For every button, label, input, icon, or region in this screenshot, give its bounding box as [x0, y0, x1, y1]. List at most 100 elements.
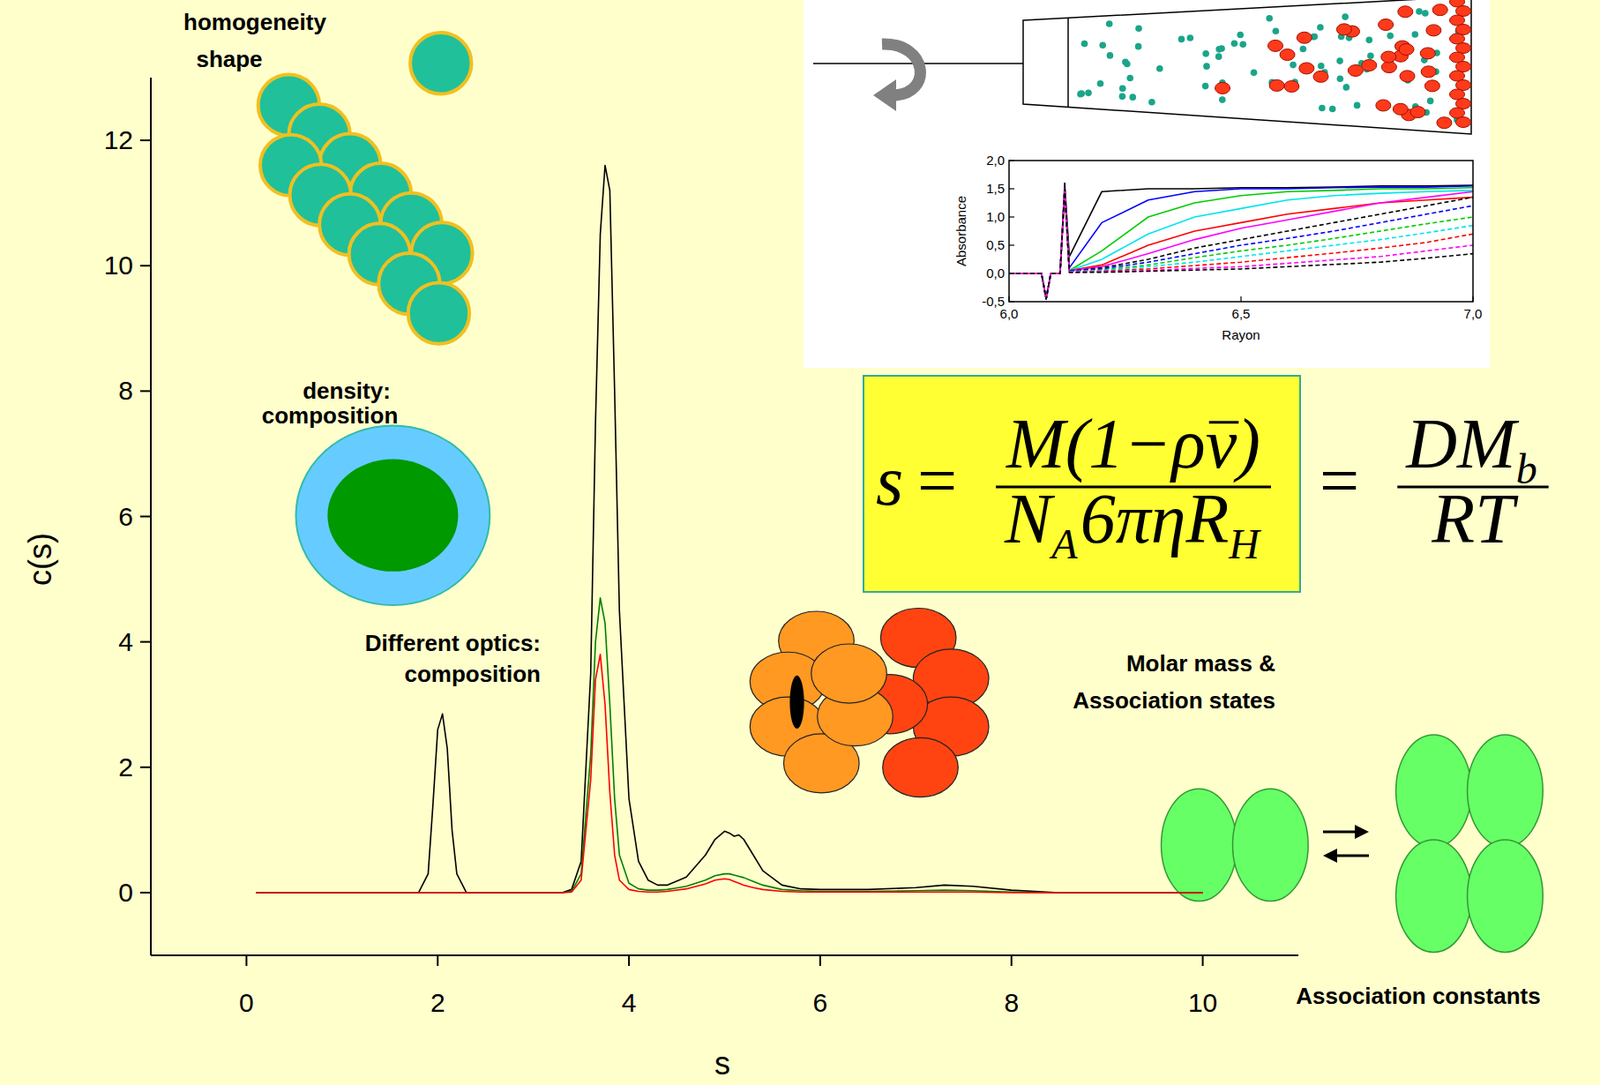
absorbance-scan — [1009, 183, 1473, 300]
absorbance-scan — [1009, 188, 1473, 300]
equation-part: ) — [1233, 404, 1261, 484]
sediment-particle — [1398, 6, 1414, 18]
sediment-particle — [1420, 66, 1436, 78]
solute-dot — [1337, 75, 1345, 83]
cs-line — [255, 654, 1203, 893]
x-tick — [436, 955, 439, 966]
sediment-particle — [1361, 59, 1377, 72]
solute-dot — [1336, 57, 1344, 65]
solute-dot — [1081, 40, 1089, 48]
solute-dot — [1128, 93, 1137, 101]
chain-circle — [408, 282, 470, 344]
inset-y-tick-label: -0,5 — [981, 293, 1005, 309]
solute-dot — [1135, 43, 1143, 51]
ligand — [789, 675, 804, 729]
tetramer-unit — [1467, 734, 1544, 847]
centrifuge-cell — [813, 0, 1472, 135]
inset-chart: 6,06,57,0-0,50,00,51,01,52,0RayonAbsorba… — [953, 152, 1482, 343]
solute-dot — [1343, 83, 1351, 91]
absorbance-scan — [1009, 188, 1473, 300]
tetramer-unit — [1396, 734, 1473, 847]
equals-sign: = — [917, 441, 958, 520]
solute-dot — [1084, 89, 1092, 98]
arrow-back-head — [1323, 848, 1338, 863]
solute-dot — [1415, 7, 1423, 15]
annotation: density: — [302, 377, 391, 404]
solute-dot — [1178, 36, 1186, 44]
sediment-particle — [1410, 106, 1426, 119]
solute-dot — [1218, 96, 1227, 104]
overline — [1209, 420, 1240, 424]
inset-x-tick — [1240, 296, 1242, 302]
equation: s=M(1−ρv)NA6πηRH=DMbRT — [863, 375, 1549, 592]
sediment-particle — [1299, 62, 1315, 75]
inset-y-tick — [1009, 159, 1015, 161]
solute-dot — [1202, 50, 1210, 58]
solute-dot — [1365, 37, 1373, 45]
x-tick-label: 2 — [430, 987, 446, 1017]
y-tick — [140, 264, 151, 267]
solute-dot — [1156, 65, 1164, 73]
equation-part: b — [1516, 445, 1538, 493]
y-tick-label: 8 — [118, 375, 134, 405]
solute-dot — [1119, 84, 1127, 92]
fraction-bar — [1397, 485, 1548, 489]
solute-dot — [1367, 52, 1375, 60]
x-axis-line — [150, 954, 1299, 957]
annotation: homogeneity — [183, 8, 327, 36]
inset-y-tick — [1009, 216, 1015, 217]
inset-y-title: Absorbance — [953, 195, 969, 267]
solute-dot — [1329, 105, 1337, 113]
inset-y-tick-label: 1,0 — [986, 209, 1005, 225]
equation-row: RT — [1430, 479, 1519, 558]
solute-dot — [1272, 27, 1280, 35]
solute-dot — [1106, 52, 1115, 60]
inset-lines — [1009, 183, 1473, 300]
sediment-particle — [1313, 70, 1329, 83]
inset-x-tick-label: 7,0 — [1464, 306, 1483, 322]
solute-dot — [1427, 97, 1435, 105]
tetramer-unit — [1467, 839, 1544, 952]
y-tick-label: 4 — [118, 627, 134, 657]
x-axis-title: s — [714, 1045, 731, 1082]
absorbance-scan — [1009, 188, 1473, 300]
equation-row: M(1−ρv) — [1005, 404, 1261, 484]
solute-dot — [1106, 20, 1114, 28]
inset-y-tick-label: 1,5 — [986, 180, 1005, 196]
absorbance-scan — [1009, 187, 1473, 300]
monomer-circle — [410, 32, 472, 94]
main-lines — [255, 165, 1203, 893]
y-tick — [140, 515, 151, 518]
y-tick — [140, 641, 151, 643]
sediment-particle — [1284, 80, 1300, 92]
equation-part: A — [1048, 520, 1078, 568]
sediment-particle — [1378, 18, 1394, 30]
y-tick — [140, 389, 151, 392]
x-tick-label: 8 — [1003, 987, 1019, 1017]
equation-part: N — [1003, 479, 1056, 558]
solute-dot — [1341, 13, 1349, 21]
subunit-red — [882, 737, 959, 797]
x-tick-label: 10 — [1188, 987, 1218, 1017]
sediment-particle — [1381, 61, 1397, 74]
pellet-particle — [1456, 117, 1472, 128]
sediment-particle — [1215, 82, 1231, 94]
solute-dot — [1236, 31, 1244, 39]
absorbance-scan — [1009, 188, 1473, 300]
solute-dot — [1215, 45, 1223, 53]
sediment-particle — [1336, 23, 1352, 36]
solute-dot — [1231, 39, 1239, 47]
sediment-particle — [1398, 44, 1414, 56]
sediment-particle — [1436, 117, 1452, 129]
solute-dot — [1203, 62, 1211, 70]
annotation: composition — [261, 402, 399, 429]
annotation: shape — [195, 45, 262, 73]
sediment-particle — [1267, 39, 1283, 52]
inset-y-tick-label: 0,0 — [986, 265, 1005, 281]
equation-part: M(1−ρ — [1005, 404, 1206, 484]
sediment-particle — [1381, 51, 1397, 63]
dimer-unit — [1161, 788, 1238, 901]
sediment-particle — [1399, 70, 1415, 83]
solute-dot — [1077, 89, 1085, 98]
absorbance-scan — [1009, 186, 1473, 300]
